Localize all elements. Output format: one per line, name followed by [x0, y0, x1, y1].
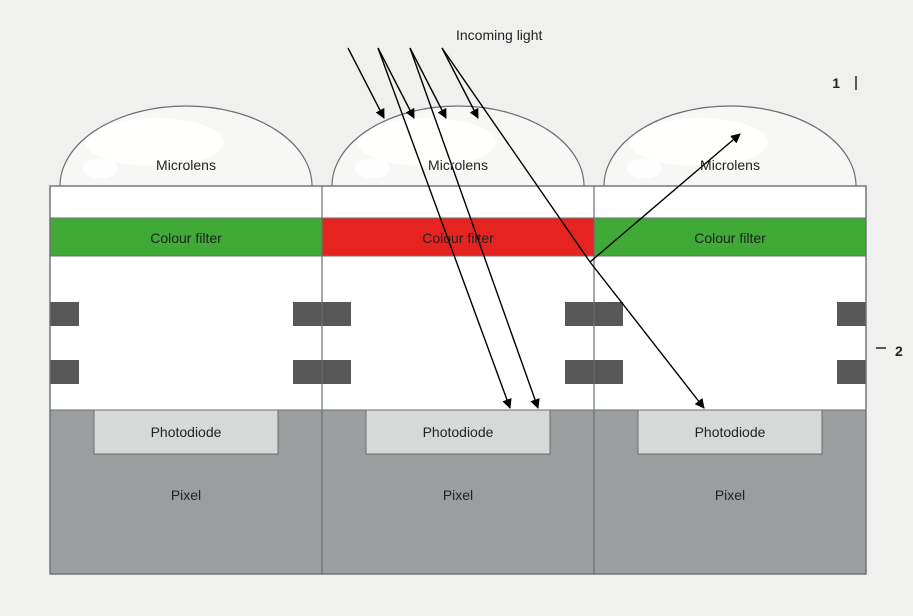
pixel-label: Pixel [443, 487, 473, 503]
microlens-label: Microlens [428, 157, 488, 173]
microlens-label: Microlens [700, 157, 760, 173]
microlens-label: Microlens [156, 157, 216, 173]
colour-filter-label: Colour filter [422, 230, 494, 246]
pixel-label: Pixel [171, 487, 201, 503]
diagram-stage: Incoming light Microlens Microlens Microlen… [0, 0, 913, 616]
callout-2: 2 [895, 343, 903, 359]
incoming-light-label: Incoming light [456, 27, 542, 43]
colour-filter-label: Colour filter [150, 230, 222, 246]
photodiode-label: Photodiode [151, 424, 222, 440]
microlens-group [58, 104, 858, 186]
callout-1: 1 [832, 75, 840, 91]
photodiode-label: Photodiode [423, 424, 494, 440]
photodiode-label: Photodiode [695, 424, 766, 440]
colour-filter-label: Colour filter [694, 230, 766, 246]
sensor-diagram: Incoming light Microlens Microlens Microlen… [0, 0, 913, 616]
pixel-label: Pixel [715, 487, 745, 503]
